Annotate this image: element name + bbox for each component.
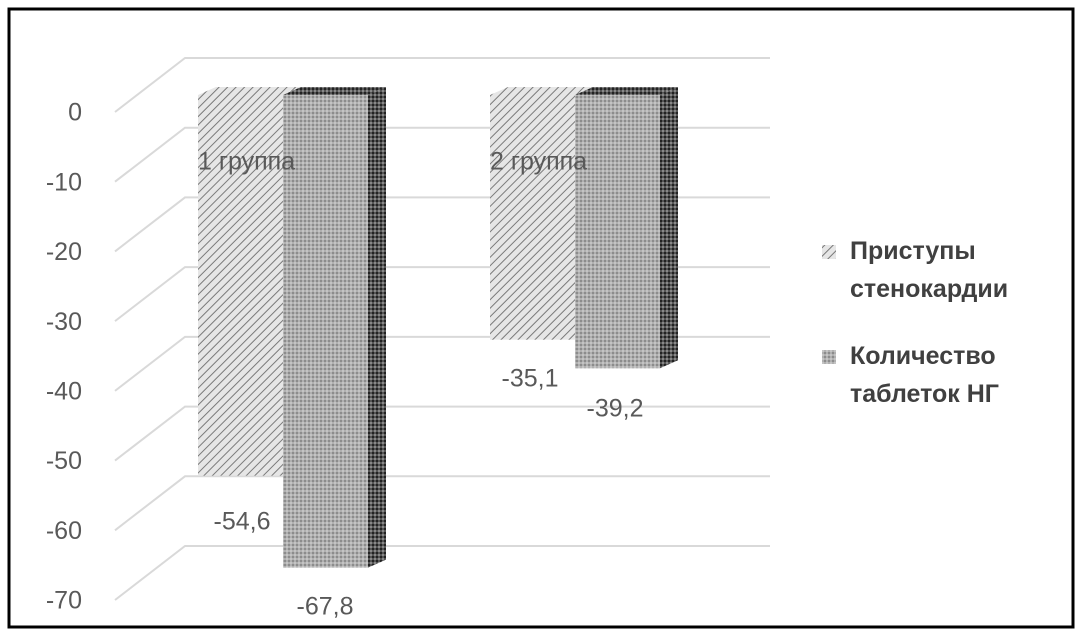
y-tick-label: -20 — [46, 238, 82, 266]
data-label: -54,6 — [214, 508, 271, 536]
bar-front — [283, 95, 368, 568]
y-tick-label: -40 — [46, 377, 82, 405]
bar-top — [490, 87, 593, 95]
grid-line — [114, 475, 770, 532]
legend-label: Количество таблеток НГ — [850, 342, 999, 408]
bar — [283, 87, 386, 568]
legend-label: Приступы стенокардии — [850, 237, 1009, 303]
bar-side — [660, 87, 678, 369]
category-label: 2 группа — [490, 148, 587, 176]
bar-side — [368, 87, 386, 568]
bar-top — [283, 87, 386, 95]
y-tick-label: -70 — [46, 587, 82, 615]
legend-swatch — [822, 245, 836, 259]
bar-top — [198, 87, 301, 95]
y-tick-label: -50 — [46, 447, 82, 475]
data-label: -35,1 — [502, 365, 559, 393]
bar-front — [490, 95, 575, 340]
frame — [7, 7, 1075, 629]
bar-front — [198, 95, 283, 476]
legend-swatch — [822, 350, 836, 364]
grid-line — [114, 545, 770, 601]
y-tick-label: -60 — [46, 517, 82, 545]
data-label: -39,2 — [587, 395, 644, 423]
category-label: 1 группа — [198, 148, 295, 176]
bar-front — [575, 95, 660, 369]
y-tick-label: 0 — [68, 99, 82, 127]
grid-line — [114, 57, 770, 113]
y-tick-label: -10 — [46, 168, 82, 196]
bar — [575, 87, 678, 369]
y-tick-label: -30 — [46, 308, 82, 336]
grid-line — [114, 405, 770, 462]
data-label: -67,8 — [297, 593, 354, 621]
bar-top — [575, 87, 678, 95]
